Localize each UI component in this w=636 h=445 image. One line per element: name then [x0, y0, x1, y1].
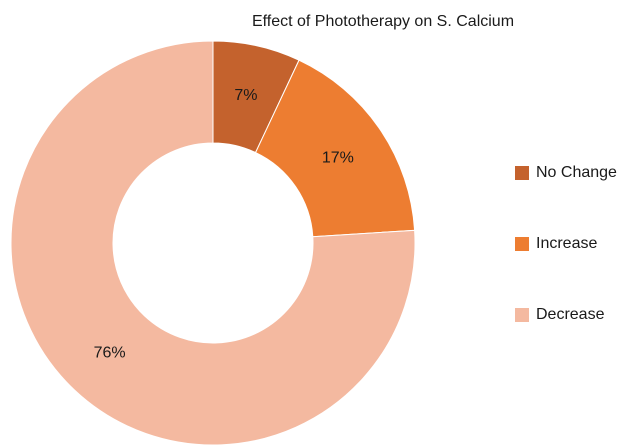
legend-swatch [515, 166, 529, 180]
legend-label: No Change [536, 164, 617, 181]
chart-title: Effect of Phototherapy on S. Calcium [252, 13, 514, 30]
donut-slice [10, 40, 416, 445]
legend-swatch [515, 237, 529, 251]
data-label: 17% [322, 149, 354, 166]
legend-label: Decrease [536, 306, 605, 323]
legend-swatch [515, 308, 529, 322]
donut-slice [254, 59, 416, 238]
legend-label: Increase [536, 235, 597, 252]
data-label: 76% [94, 344, 126, 361]
data-label: 7% [234, 87, 257, 104]
